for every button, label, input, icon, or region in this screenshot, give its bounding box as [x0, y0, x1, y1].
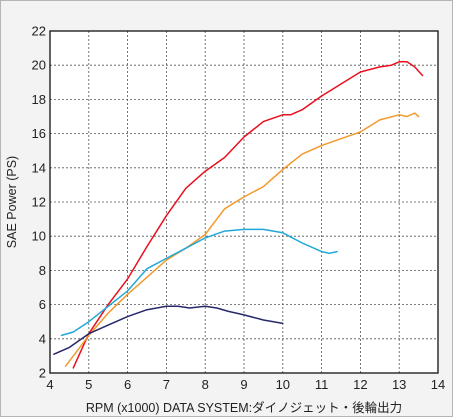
x-tick-label: 13	[392, 377, 406, 392]
x-tick-labels: 4 5 6 7 8 9 10 11 12 13 14	[46, 377, 445, 392]
x-tick-label: 11	[315, 377, 329, 392]
x-tick-label: 10	[276, 377, 290, 392]
series-group	[53, 61, 424, 369]
x-tick-label: 4	[46, 377, 53, 392]
y-tick-label: 10	[32, 229, 46, 244]
plot-border	[49, 30, 439, 374]
series-line-3	[60, 228, 338, 337]
y-tick-label: 8	[39, 263, 46, 278]
x-tick-label: 14	[431, 377, 445, 392]
grid	[50, 31, 438, 373]
x-tick-label: 12	[353, 377, 367, 392]
x-tick-label: 6	[124, 377, 131, 392]
series-line-4	[53, 305, 284, 355]
x-tick-label: 8	[202, 377, 209, 392]
y-tick-label: 16	[32, 126, 46, 141]
y-tick-label: 4	[39, 331, 46, 346]
series-line-2	[64, 112, 420, 367]
y-tick-label: 20	[32, 58, 46, 73]
series-line-1	[72, 61, 424, 369]
y-tick-label: 12	[32, 195, 46, 210]
y-tick-labels: 2 4 6 8 10 12 14 16 18 20 22	[32, 24, 46, 381]
y-axis-label: SAE Power (PS)	[5, 156, 19, 248]
y-tick-label: 22	[32, 24, 46, 39]
y-tick-label: 2	[39, 366, 46, 381]
y-tick-label: 14	[32, 160, 46, 175]
x-tick-label: 9	[240, 377, 247, 392]
x-axis-label: RPM (x1000) DATA SYSTEM:ダイノジェット・後輪出力	[86, 400, 402, 415]
y-tick-label: 6	[39, 297, 46, 312]
y-tick-label: 18	[32, 92, 46, 107]
x-tick-label: 7	[163, 377, 170, 392]
x-tick-label: 5	[85, 377, 92, 392]
